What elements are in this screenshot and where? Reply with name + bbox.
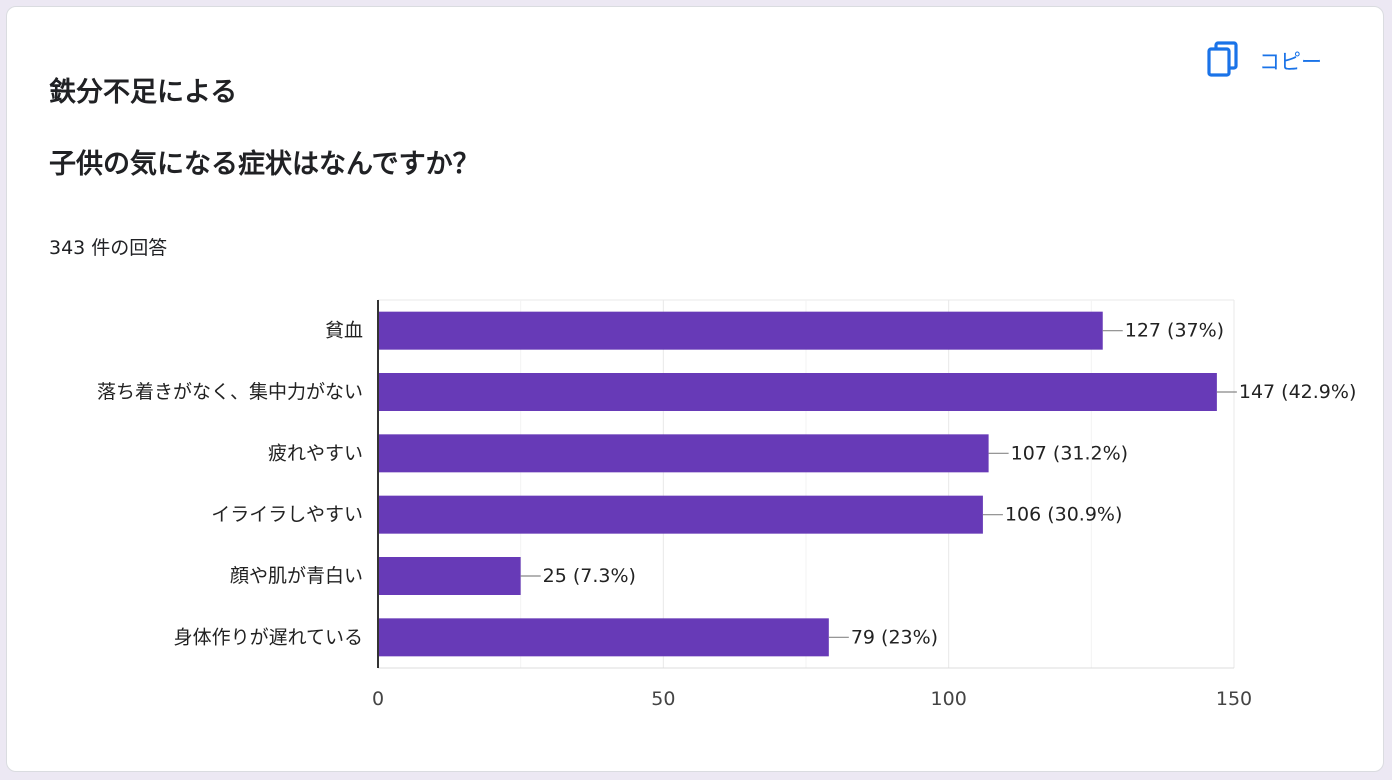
- category-label: 疲れやすい: [268, 442, 363, 464]
- category-label: 落ち着きがなく、集中力がない: [97, 381, 363, 403]
- category-label: 身体作りが遅れている: [174, 626, 363, 648]
- bar: [378, 618, 829, 657]
- bar: [378, 557, 521, 595]
- bar-chart: 貧血 127 (37%) 落ち着きがなく、集中力がない 147 (42.9%) 疲れやす…: [97, 299, 1357, 710]
- data-label: 79 (23%): [851, 626, 938, 648]
- x-tick-label: 0: [372, 688, 384, 710]
- category-label: イライラしやすい: [211, 504, 363, 526]
- bar: [378, 373, 1217, 411]
- x-tick-label: 50: [651, 688, 675, 710]
- question-title-line-2: 子供の気になる症状はなんですか？: [49, 149, 480, 180]
- copy-icon: [1207, 41, 1239, 81]
- x-tick-label: 100: [931, 688, 967, 710]
- copy-button[interactable]: コピー: [1207, 41, 1322, 81]
- x-tick-label: 150: [1216, 688, 1252, 710]
- data-label: 106 (30.9%): [1005, 504, 1123, 526]
- category-label: 貧血: [325, 320, 363, 342]
- bar: [378, 434, 989, 473]
- data-label: 127 (37%): [1125, 320, 1224, 342]
- copy-label: コピー: [1259, 50, 1322, 74]
- question-title-line-1: 鉄分不足による: [49, 77, 238, 108]
- data-label: 25 (7.3%): [543, 565, 636, 587]
- response-count: 343 件の回答: [49, 237, 168, 259]
- bar: [378, 311, 1103, 350]
- data-label: 147 (42.9%): [1239, 381, 1357, 403]
- data-label: 107 (31.2%): [1011, 442, 1128, 464]
- question-card: 鉄分不足による 子供の気になる症状はなんですか？ 343 件の回答 コピー 貧血…: [6, 6, 1384, 772]
- bar: [378, 495, 983, 534]
- category-label: 顔や肌が青白い: [230, 565, 363, 587]
